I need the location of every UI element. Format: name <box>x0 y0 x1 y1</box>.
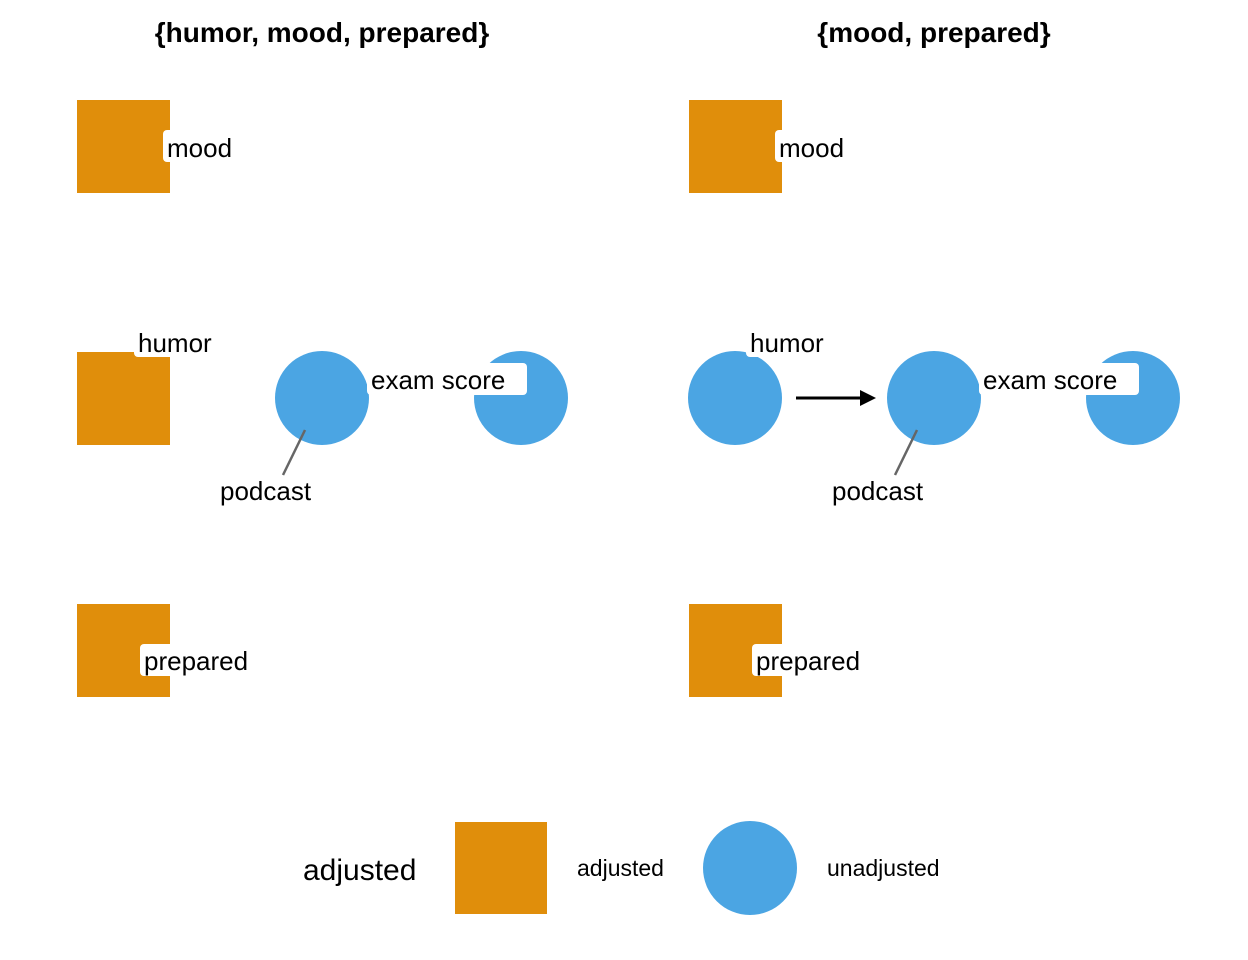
panel-1-node-podcast-label: podcast <box>220 476 312 506</box>
legend-title: adjusted <box>303 854 416 887</box>
legend-item-unadjusted-label: unadjusted <box>827 855 940 881</box>
panel-2-node-mood-label-bg <box>775 130 855 162</box>
panel-1-node-mood-label: mood <box>167 133 232 163</box>
panel-2-node-mood-label: mood <box>779 133 844 163</box>
legend: adjusted adjusted unadjusted <box>303 821 940 915</box>
panel-1-node-exam-score-label: exam score <box>371 365 505 395</box>
legend-square-swatch <box>455 822 547 914</box>
panel-1-podcast-label-connector <box>281 429 307 476</box>
panel-2-node-prepared-label-bg <box>752 644 876 676</box>
panel-2-title: {mood, prepared} <box>817 17 1050 48</box>
panel-2-node-podcast-label: podcast <box>832 476 924 506</box>
panel-1-node-mood-shape <box>77 100 170 193</box>
panel-1-node-mood-label-bg <box>163 130 243 162</box>
panel-2-node-humor-shape <box>688 351 782 445</box>
panel-1-node-humor-label: humor <box>138 328 212 358</box>
panel-2: {mood, prepared} mood humor podcast exam… <box>688 17 1180 697</box>
panel-1-node-humor-label-bg <box>134 325 224 357</box>
panel-2-node-prepared-label: prepared <box>756 646 860 676</box>
panel-1-node-prepared-label: prepared <box>144 646 248 676</box>
panel-1-node-podcast-shape <box>275 351 369 445</box>
legend-circle-swatch <box>703 821 797 915</box>
panel-2-edge-humor-podcast-arrowhead <box>860 390 876 406</box>
panel-2-node-humor-label-bg <box>746 325 836 357</box>
panel-2-node-mood-shape <box>689 100 782 193</box>
panel-1-node-humor-shape <box>77 352 170 445</box>
panel-2-node-exam-score-label: exam score <box>983 365 1117 395</box>
legend-item-adjusted-label: adjusted <box>577 855 664 881</box>
panel-1: {humor, mood, prepared} mood humor podca… <box>77 17 568 697</box>
panel-1-node-prepared-label-bg <box>140 644 264 676</box>
panel-1-title: {humor, mood, prepared} <box>155 17 490 48</box>
panel-1-node-exam-score-label-bg <box>367 363 527 395</box>
panel-2-node-exam-score-label-bg <box>979 363 1139 395</box>
panel-2-podcast-label-connector <box>893 429 919 476</box>
panel-2-node-humor-label: humor <box>750 328 824 358</box>
panel-2-node-podcast-shape <box>887 351 981 445</box>
